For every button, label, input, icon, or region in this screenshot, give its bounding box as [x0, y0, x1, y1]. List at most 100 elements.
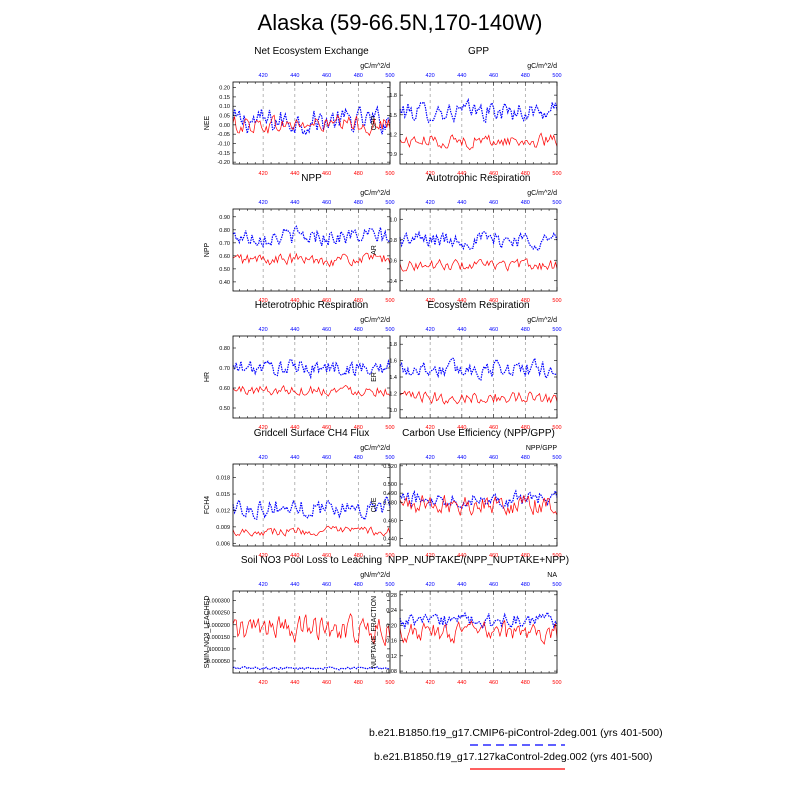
y-tick-label: 0.000150: [207, 635, 230, 641]
units-label: gC/m^2/d: [527, 317, 557, 324]
panel-1: GPP gC/m^2/d GPP 1.8 1.5 1.2 0.9 420 420 440 440 46…: [371, 46, 562, 177]
x-tick-label-top: 440: [457, 327, 466, 333]
x-tick-label-bottom: 480: [521, 553, 530, 559]
x-tick-label-top: 500: [552, 455, 561, 461]
series-line-1: [399, 390, 558, 405]
panel-title: NPP: [301, 173, 322, 184]
x-tick-label-bottom: 440: [457, 171, 466, 177]
y-tick-label: 0.012: [216, 508, 230, 514]
y-tick-label: 0.15: [219, 95, 230, 101]
plot-frame: [399, 208, 558, 292]
x-tick-label-bottom: 420: [426, 680, 435, 686]
x-tick-label-top: 440: [457, 73, 466, 79]
x-tick-label-top: 460: [489, 327, 498, 333]
x-tick-label-top: 480: [354, 327, 363, 333]
x-tick-label-bottom: 460: [322, 553, 331, 559]
y-tick-label: 0.60: [219, 254, 230, 260]
x-tick-label-top: 420: [259, 582, 268, 588]
x-tick-label-bottom: 460: [489, 298, 498, 304]
panel-title: Heterotrophic Respiration: [255, 300, 368, 311]
series-line-1: [232, 252, 391, 268]
series-line-0: [232, 359, 391, 380]
series-line-1: [399, 619, 558, 645]
series-line-0: [232, 494, 391, 521]
panel-title: Gridcell Surface CH4 Flux: [254, 428, 370, 439]
y-tick-label: 0.500: [383, 482, 397, 488]
panel-title: Ecosystem Respiration: [427, 300, 529, 311]
y-tick-label: 1.8: [389, 342, 397, 348]
x-tick-label-top: 440: [290, 582, 299, 588]
x-tick-label-top: 480: [354, 200, 363, 206]
x-tick-label-bottom: 440: [457, 425, 466, 431]
x-tick-label-bottom: 500: [552, 680, 561, 686]
x-tick-label-bottom: 420: [426, 298, 435, 304]
x-tick-label-top: 420: [426, 200, 435, 206]
x-tick-label-bottom: 420: [426, 171, 435, 177]
y-tick-label: 0.4: [389, 279, 397, 285]
y-tick-label: 0.000050: [207, 659, 230, 665]
x-tick-label-bottom: 460: [489, 680, 498, 686]
units-label: NPP/GPP: [526, 445, 557, 452]
x-tick-label-bottom: 460: [489, 171, 498, 177]
y-tick-label: 0.000300: [207, 599, 230, 605]
plot-frame: [232, 463, 391, 547]
panel-6: Gridcell Surface CH4 Flux gC/m^2/d FCH4 0.0…: [204, 428, 395, 559]
x-tick-label-bottom: 480: [354, 298, 363, 304]
y-tick-label: 0.520: [383, 464, 397, 470]
x-tick-label-bottom: 420: [259, 298, 268, 304]
x-tick-label-bottom: 500: [385, 425, 394, 431]
x-tick-label-top: 460: [489, 73, 498, 79]
series-line-0: [232, 225, 391, 249]
y-axis-label: GPP: [371, 115, 378, 130]
y-tick-label: 1.2: [389, 132, 397, 138]
figure-title: Alaska (59-66.5N,170-140W): [257, 10, 543, 35]
units-label: gC/m^2/d: [360, 190, 390, 197]
x-tick-label-bottom: 420: [259, 553, 268, 559]
x-tick-label-top: 500: [385, 582, 394, 588]
x-tick-label-bottom: 480: [521, 425, 530, 431]
x-tick-label-top: 420: [426, 327, 435, 333]
units-label: gC/m^2/d: [360, 317, 390, 324]
x-tick-label-top: 440: [290, 73, 299, 79]
series-line-0: [399, 97, 558, 124]
x-tick-label-top: 500: [552, 200, 561, 206]
panel-8: Soil NO3 Pool Loss to Leaching gN/m^2/d SM…: [204, 555, 395, 686]
x-tick-label-bottom: 440: [290, 680, 299, 686]
x-tick-label-top: 440: [457, 455, 466, 461]
x-tick-label-bottom: 460: [489, 553, 498, 559]
x-tick-label-top: 460: [489, 455, 498, 461]
y-axis-label: NPP: [204, 242, 211, 257]
x-tick-label-top: 460: [322, 455, 331, 461]
x-tick-label-top: 480: [354, 73, 363, 79]
x-tick-label-bottom: 460: [322, 298, 331, 304]
x-tick-label-top: 420: [426, 73, 435, 79]
y-tick-label: 0.9: [389, 152, 397, 158]
panel-5: Ecosystem Respiration gC/m^2/d ER 1.8 1.6 1.4…: [371, 300, 562, 431]
y-tick-label: 0.6: [389, 258, 397, 264]
y-tick-label: -0.05: [217, 132, 230, 138]
panel-2: NPP gC/m^2/d NPP 0.90 0.80 0.70 0.60 0.50 0.40 42…: [204, 173, 395, 304]
plot-frame: [232, 208, 391, 292]
y-axis-label: AR: [371, 245, 378, 255]
series-line-0: [399, 611, 558, 629]
y-tick-label: 0.50: [219, 406, 230, 412]
legend-entry-127ka: b.e21.B1850.f19_g17.127kaControl-2deg.00…: [374, 751, 653, 763]
x-tick-label-top: 460: [322, 200, 331, 206]
series-line-0: [399, 489, 558, 510]
plot-frame: [232, 590, 391, 674]
y-tick-label: 0.28: [386, 593, 397, 599]
y-tick-label: 0.000200: [207, 623, 230, 629]
x-tick-label-bottom: 440: [457, 553, 466, 559]
y-tick-label: 1.4: [389, 375, 397, 381]
x-tick-label-bottom: 440: [290, 553, 299, 559]
units-label: gC/m^2/d: [360, 445, 390, 452]
x-tick-label-top: 420: [259, 327, 268, 333]
panel-title: GPP: [468, 46, 489, 57]
y-tick-label: 0.000100: [207, 647, 230, 653]
y-tick-label: 0.12: [386, 654, 397, 660]
y-tick-label: -0.20: [217, 160, 230, 166]
units-label: NA: [547, 572, 557, 579]
panel-title: Autotrophic Respiration: [427, 173, 531, 184]
y-tick-label: 0.05: [219, 114, 230, 120]
y-tick-label: 0.009: [216, 525, 230, 531]
